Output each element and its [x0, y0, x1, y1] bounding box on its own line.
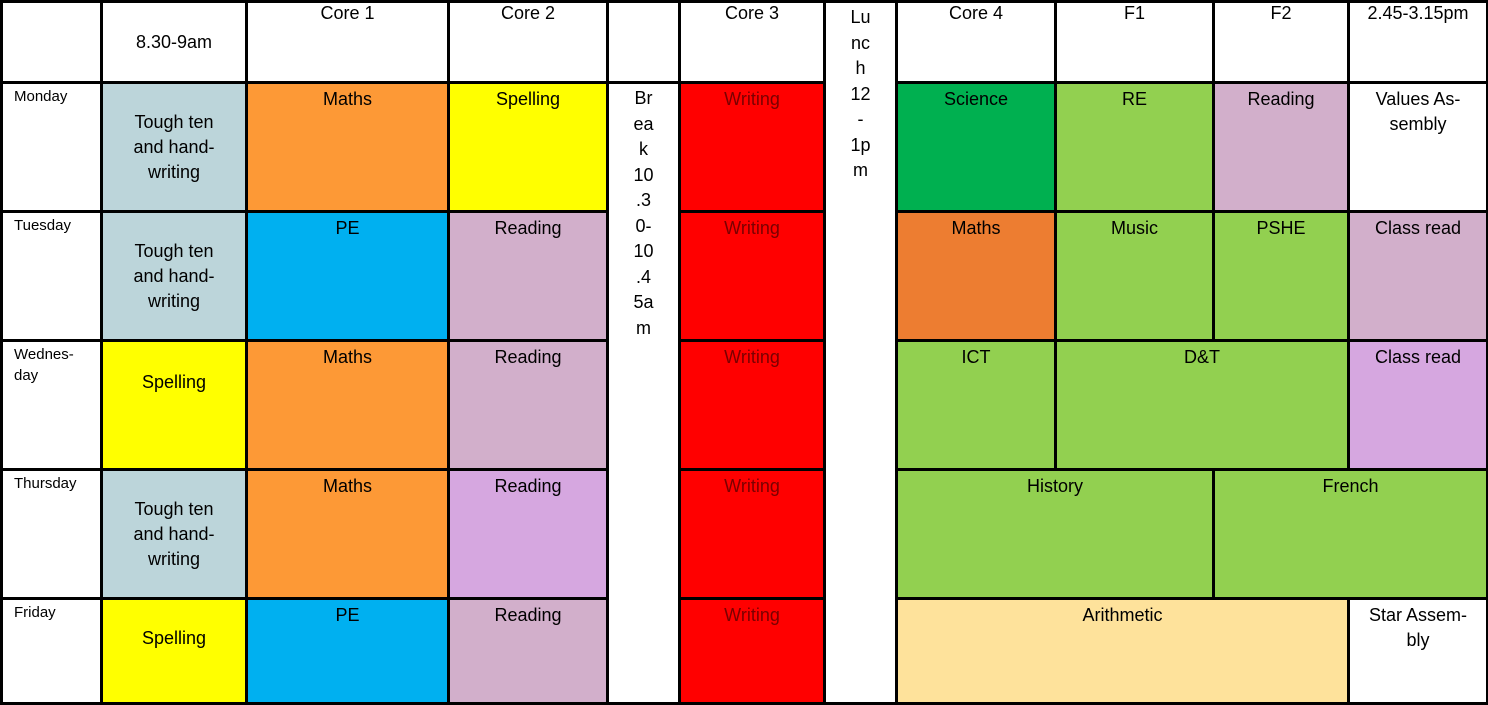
lesson-cell: Arithmetic: [895, 597, 1350, 705]
lesson-cell: Writing: [678, 597, 826, 705]
lesson-cell: Maths: [245, 339, 450, 471]
lesson-cell: Reading: [447, 468, 609, 600]
lesson-cell: Tough ten and hand-writing: [100, 210, 248, 342]
day-label: Friday: [0, 597, 103, 705]
lesson-cell: Music: [1054, 210, 1215, 342]
lesson-cell: Star Assem-bly: [1347, 597, 1488, 705]
row-tuesday: Tuesday Tough ten and hand-writing PE Re…: [0, 210, 1488, 342]
lesson-cell: ICT: [895, 339, 1057, 471]
row-thursday: Thursday Tough ten and hand-writing Math…: [0, 468, 1488, 600]
header-core-3: Core 3: [678, 0, 826, 84]
day-label: Monday: [0, 81, 103, 213]
lesson-cell: Maths: [245, 81, 450, 213]
lesson-cell: Reading: [447, 339, 609, 471]
row-wednesday: Wednes- day Spelling Maths Reading Writi…: [0, 339, 1488, 471]
header-core-2: Core 2: [447, 0, 609, 84]
day-label: Tuesday: [0, 210, 103, 342]
lesson-cell: RE: [1054, 81, 1215, 213]
header-late-session: 2.45-3.15pm: [1347, 0, 1488, 84]
lesson-cell: Reading: [447, 597, 609, 705]
lesson-cell: Science: [895, 81, 1057, 213]
header-core-1: Core 1: [245, 0, 450, 84]
day-label: Wednes- day: [0, 339, 103, 471]
header-f2: F2: [1212, 0, 1350, 84]
lesson-cell: Reading: [1212, 81, 1350, 213]
lesson-cell: PSHE: [1212, 210, 1350, 342]
lesson-cell: PE: [245, 597, 450, 705]
lesson-cell: D&T: [1054, 339, 1350, 471]
lesson-cell: Writing: [678, 81, 826, 213]
lesson-cell: Writing: [678, 468, 826, 600]
lesson-cell: Maths: [245, 468, 450, 600]
lesson-cell: Writing: [678, 210, 826, 342]
lesson-cell: Spelling: [100, 339, 248, 471]
lesson-cell: History: [895, 468, 1215, 600]
lesson-cell: PE: [245, 210, 450, 342]
lesson-cell: Tough ten and hand-writing: [100, 468, 248, 600]
lesson-cell: Reading: [447, 210, 609, 342]
lesson-cell: French: [1212, 468, 1488, 600]
lesson-cell: Class read: [1347, 210, 1488, 342]
header-f1: F1: [1054, 0, 1215, 84]
header-corner: [0, 0, 103, 84]
lunch-column: Lu nc h 12-1p m: [823, 0, 898, 705]
row-friday: Friday Spelling PE Reading Writing Arith…: [0, 597, 1488, 705]
header-break: [606, 0, 681, 84]
lesson-cell: Maths: [895, 210, 1057, 342]
header-core-4: Core 4: [895, 0, 1057, 84]
lesson-cell: Spelling: [100, 597, 248, 705]
lesson-cell: Class read: [1347, 339, 1488, 471]
day-label: Thursday: [0, 468, 103, 600]
lesson-cell: Values As-sembly: [1347, 81, 1488, 213]
lesson-cell: Spelling: [447, 81, 609, 213]
break-column: Br ea k 10.3 0- 10.4 5a m: [606, 81, 681, 705]
lesson-cell: Writing: [678, 339, 826, 471]
header-early-session: 8.30-9am: [100, 0, 248, 84]
lesson-cell: Tough ten and hand-writing: [100, 81, 248, 213]
row-monday: Monday Tough ten and hand-writing Maths …: [0, 81, 1488, 705]
